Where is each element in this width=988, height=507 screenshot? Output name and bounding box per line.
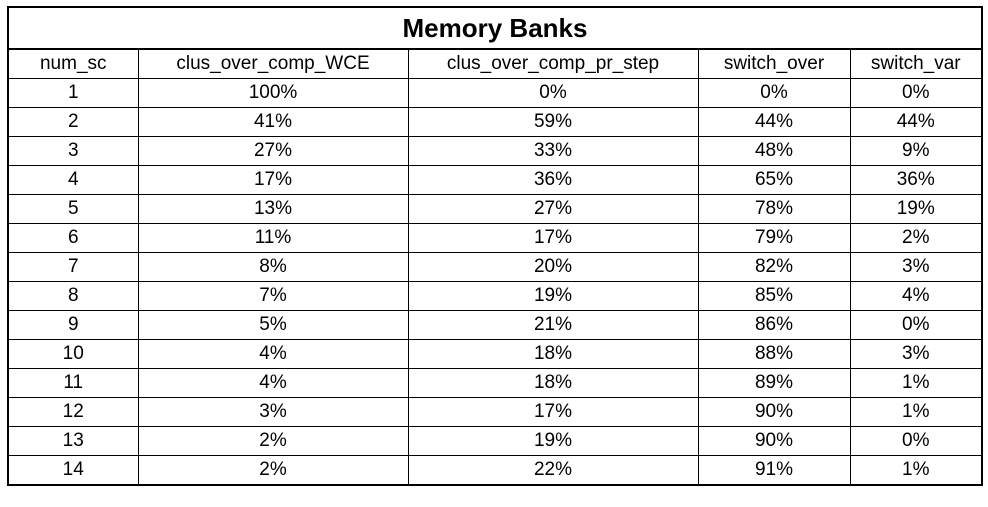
table-row: 5 13% 27% 78% 19% <box>7 194 984 224</box>
clus-over-comp-pr-step-cell: 0% <box>407 78 699 108</box>
num-sc-cell: 9 <box>7 310 139 340</box>
switch-var-cell: 44% <box>849 107 984 137</box>
clus-over-comp-pr-step-cell: 36% <box>407 165 699 195</box>
clus-over-comp-wce-cell: 8% <box>137 252 409 282</box>
memory-banks-table: Memory Banks num_sc clus_over_comp_WCE c… <box>6 6 984 486</box>
table-row: 11 4% 18% 89% 1% <box>7 368 984 398</box>
column-header-clus-over-comp-wce: clus_over_comp_WCE <box>137 48 409 79</box>
num-sc-cell: 4 <box>7 165 139 195</box>
switch-var-cell: 0% <box>849 78 984 108</box>
table-row: 6 11% 17% 79% 2% <box>7 223 984 253</box>
switch-var-cell: 4% <box>849 281 984 311</box>
clus-over-comp-pr-step-cell: 21% <box>407 310 699 340</box>
clus-over-comp-pr-step-cell: 22% <box>407 455 699 486</box>
switch-over-cell: 48% <box>697 136 851 166</box>
clus-over-comp-pr-step-cell: 19% <box>407 426 699 456</box>
switch-var-cell: 19% <box>849 194 984 224</box>
num-sc-cell: 13 <box>7 426 139 456</box>
clus-over-comp-pr-step-cell: 18% <box>407 339 699 369</box>
clus-over-comp-wce-cell: 4% <box>137 339 409 369</box>
switch-over-cell: 90% <box>697 426 851 456</box>
clus-over-comp-wce-cell: 100% <box>137 78 409 108</box>
clus-over-comp-pr-step-cell: 18% <box>407 368 699 398</box>
title-row: Memory Banks <box>6 6 984 50</box>
clus-over-comp-wce-cell: 5% <box>137 310 409 340</box>
column-header-num-sc: num_sc <box>7 48 139 79</box>
table-row: 12 3% 17% 90% 1% <box>7 397 984 427</box>
switch-over-cell: 90% <box>697 397 851 427</box>
switch-var-cell: 0% <box>849 426 984 456</box>
table-row: 8 7% 19% 85% 4% <box>7 281 984 311</box>
switch-over-cell: 65% <box>697 165 851 195</box>
num-sc-cell: 2 <box>7 107 139 137</box>
switch-var-cell: 0% <box>849 310 984 340</box>
num-sc-cell: 6 <box>7 223 139 253</box>
column-header-clus-over-comp-pr-step: clus_over_comp_pr_step <box>407 48 699 79</box>
num-sc-cell: 12 <box>7 397 139 427</box>
switch-var-cell: 3% <box>849 252 984 282</box>
table-title: Memory Banks <box>6 6 984 50</box>
num-sc-cell: 5 <box>7 194 139 224</box>
table-row: 4 17% 36% 65% 36% <box>7 165 984 195</box>
table-body: 1 100% 0% 0% 0% 2 41% 59% 44% 44% 3 27% 33% 48% 9% 4 17%… <box>7 78 984 486</box>
table-row: 9 5% 21% 86% 0% <box>7 310 984 340</box>
clus-over-comp-wce-cell: 7% <box>137 281 409 311</box>
table-row: 1 100% 0% 0% 0% <box>7 78 984 108</box>
clus-over-comp-pr-step-cell: 27% <box>407 194 699 224</box>
clus-over-comp-pr-step-cell: 17% <box>407 397 699 427</box>
switch-var-cell: 1% <box>849 397 984 427</box>
clus-over-comp-wce-cell: 17% <box>137 165 409 195</box>
clus-over-comp-wce-cell: 41% <box>137 107 409 137</box>
switch-var-cell: 2% <box>849 223 984 253</box>
switch-over-cell: 79% <box>697 223 851 253</box>
clus-over-comp-pr-step-cell: 17% <box>407 223 699 253</box>
switch-var-cell: 9% <box>849 136 984 166</box>
switch-over-cell: 89% <box>697 368 851 398</box>
switch-var-cell: 1% <box>849 455 984 486</box>
table-row: 3 27% 33% 48% 9% <box>7 136 984 166</box>
clus-over-comp-wce-cell: 11% <box>137 223 409 253</box>
switch-var-cell: 1% <box>849 368 984 398</box>
memory-banks-table-container: Memory Banks num_sc clus_over_comp_WCE c… <box>6 6 984 486</box>
num-sc-cell: 11 <box>7 368 139 398</box>
num-sc-cell: 10 <box>7 339 139 369</box>
switch-over-cell: 88% <box>697 339 851 369</box>
table-row: 13 2% 19% 90% 0% <box>7 426 984 456</box>
num-sc-cell: 7 <box>7 252 139 282</box>
switch-over-cell: 82% <box>697 252 851 282</box>
clus-over-comp-pr-step-cell: 20% <box>407 252 699 282</box>
switch-over-cell: 0% <box>697 78 851 108</box>
clus-over-comp-wce-cell: 4% <box>137 368 409 398</box>
switch-over-cell: 85% <box>697 281 851 311</box>
num-sc-cell: 3 <box>7 136 139 166</box>
switch-over-cell: 86% <box>697 310 851 340</box>
num-sc-cell: 14 <box>7 455 139 486</box>
clus-over-comp-pr-step-cell: 59% <box>407 107 699 137</box>
table-row: 7 8% 20% 82% 3% <box>7 252 984 282</box>
switch-over-cell: 91% <box>697 455 851 486</box>
switch-over-cell: 44% <box>697 107 851 137</box>
column-header-switch-over: switch_over <box>697 48 851 79</box>
clus-over-comp-pr-step-cell: 19% <box>407 281 699 311</box>
clus-over-comp-wce-cell: 3% <box>137 397 409 427</box>
clus-over-comp-wce-cell: 27% <box>137 136 409 166</box>
table-row: 2 41% 59% 44% 44% <box>7 107 984 137</box>
switch-var-cell: 3% <box>849 339 984 369</box>
num-sc-cell: 1 <box>7 78 139 108</box>
clus-over-comp-wce-cell: 2% <box>137 426 409 456</box>
switch-over-cell: 78% <box>697 194 851 224</box>
num-sc-cell: 8 <box>7 281 139 311</box>
table-row: 14 2% 22% 91% 1% <box>7 455 984 486</box>
clus-over-comp-pr-step-cell: 33% <box>407 136 699 166</box>
header-row: num_sc clus_over_comp_WCE clus_over_comp… <box>7 48 984 79</box>
switch-var-cell: 36% <box>849 165 984 195</box>
clus-over-comp-wce-cell: 2% <box>137 455 409 486</box>
clus-over-comp-wce-cell: 13% <box>137 194 409 224</box>
column-header-switch-var: switch_var <box>849 48 984 79</box>
table-row: 10 4% 18% 88% 3% <box>7 339 984 369</box>
